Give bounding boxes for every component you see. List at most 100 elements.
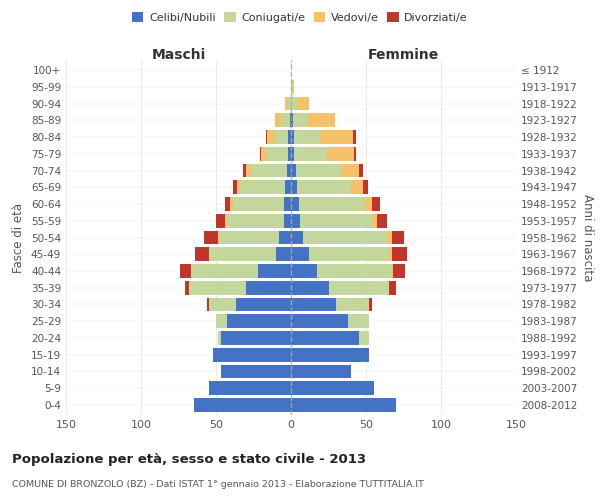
Bar	[299, 197, 365, 211]
Bar	[246, 164, 251, 177]
Bar	[209, 382, 291, 395]
Bar	[353, 130, 355, 144]
Bar	[291, 398, 396, 412]
Bar	[288, 130, 291, 144]
Bar	[225, 197, 229, 211]
Bar	[320, 130, 353, 144]
Bar	[218, 230, 219, 244]
Bar	[258, 264, 291, 278]
Bar	[285, 180, 291, 194]
Text: Maschi: Maschi	[151, 48, 206, 62]
Bar	[209, 298, 235, 312]
Bar	[389, 248, 392, 261]
Bar	[267, 130, 275, 144]
Bar	[297, 180, 351, 194]
Bar	[195, 248, 209, 261]
Bar	[291, 230, 303, 244]
Bar	[293, 114, 308, 127]
Bar	[284, 197, 291, 211]
Bar	[276, 248, 291, 261]
Bar	[281, 114, 290, 127]
Bar	[243, 164, 246, 177]
Bar	[207, 298, 209, 312]
Bar	[308, 114, 335, 127]
Bar	[392, 264, 393, 278]
Bar	[189, 281, 246, 294]
Bar	[227, 214, 284, 228]
Bar	[291, 364, 351, 378]
Text: Femmine: Femmine	[368, 48, 439, 62]
Bar	[229, 197, 233, 211]
Bar	[369, 298, 372, 312]
Bar	[354, 147, 355, 160]
Bar	[297, 96, 309, 110]
Bar	[218, 331, 221, 345]
Bar	[348, 314, 369, 328]
Bar	[300, 214, 372, 228]
Bar	[261, 147, 265, 160]
Bar	[275, 114, 281, 127]
Bar	[291, 130, 294, 144]
Bar	[275, 130, 288, 144]
Bar	[288, 96, 291, 110]
Bar	[291, 348, 369, 362]
Legend: Celibi/Nubili, Coniugati/e, Vedovi/e, Divorziati/e: Celibi/Nubili, Coniugati/e, Vedovi/e, Di…	[128, 8, 472, 28]
Bar	[359, 164, 363, 177]
Bar	[291, 164, 296, 177]
Bar	[193, 398, 291, 412]
Bar	[329, 281, 389, 294]
Bar	[363, 180, 367, 194]
Bar	[291, 197, 299, 211]
Bar	[221, 331, 291, 345]
Bar	[290, 114, 291, 127]
Bar	[233, 180, 237, 194]
Bar	[260, 147, 261, 160]
Text: COMUNE DI BRONZOLO (BZ) - Dati ISTAT 1° gennaio 2013 - Elaborazione TUTTITALIA.I: COMUNE DI BRONZOLO (BZ) - Dati ISTAT 1° …	[12, 480, 424, 489]
Bar	[279, 230, 291, 244]
Bar	[237, 180, 240, 194]
Bar	[291, 96, 297, 110]
Bar	[191, 264, 258, 278]
Bar	[251, 164, 287, 177]
Bar	[225, 214, 227, 228]
Bar	[309, 248, 389, 261]
Bar	[291, 331, 359, 345]
Bar	[287, 164, 291, 177]
Bar	[336, 298, 369, 312]
Bar	[317, 264, 392, 278]
Bar	[359, 331, 369, 345]
Bar	[288, 147, 291, 160]
Bar	[227, 314, 291, 328]
Bar	[294, 147, 327, 160]
Bar	[291, 314, 348, 328]
Bar	[387, 230, 392, 244]
Bar	[213, 348, 291, 362]
Bar	[291, 382, 373, 395]
Y-axis label: Fasce di età: Fasce di età	[13, 202, 25, 272]
Bar	[216, 314, 227, 328]
Bar	[341, 164, 359, 177]
Bar	[291, 147, 294, 160]
Bar	[392, 248, 407, 261]
Bar	[180, 264, 191, 278]
Bar	[233, 197, 284, 211]
Bar	[303, 230, 387, 244]
Bar	[294, 130, 320, 144]
Bar	[240, 180, 285, 194]
Bar	[285, 96, 288, 110]
Y-axis label: Anni di nascita: Anni di nascita	[581, 194, 594, 281]
Bar	[265, 147, 288, 160]
Bar	[221, 364, 291, 378]
Bar	[216, 214, 225, 228]
Text: Popolazione per età, sesso e stato civile - 2013: Popolazione per età, sesso e stato civil…	[12, 452, 366, 466]
Bar	[291, 248, 309, 261]
Bar	[204, 230, 218, 244]
Bar	[389, 281, 396, 294]
Bar	[235, 298, 291, 312]
Bar	[392, 230, 404, 244]
Bar	[291, 80, 293, 94]
Bar	[393, 264, 405, 278]
Bar	[291, 114, 293, 127]
Bar	[209, 248, 276, 261]
Bar	[291, 180, 297, 194]
